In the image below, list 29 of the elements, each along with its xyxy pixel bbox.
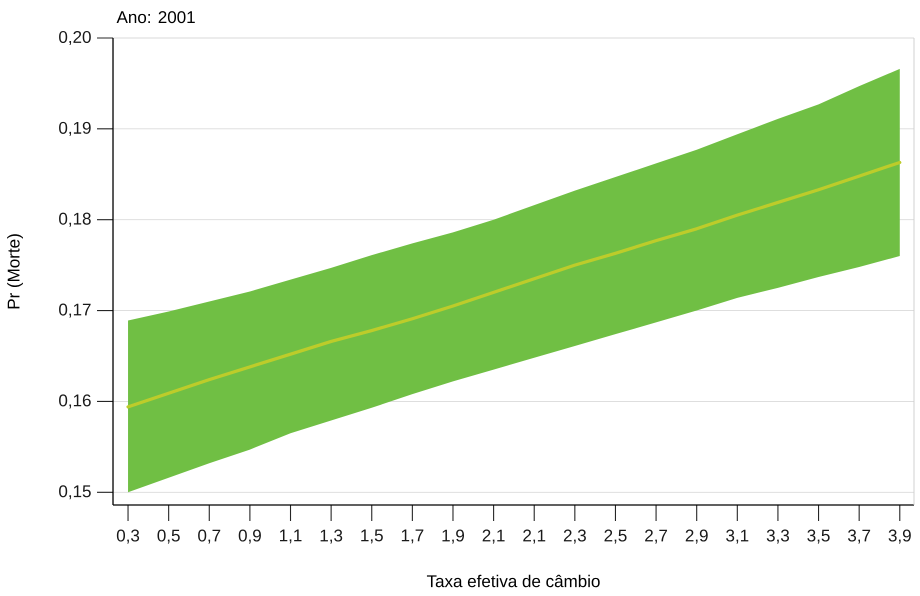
x-tick-label: 3,5 [807, 530, 830, 544]
y-tick-label: 0,20 [59, 30, 91, 46]
x-tick-label: 1,1 [280, 530, 302, 544]
y-tick-label: 0,17 [59, 304, 91, 318]
x-tick-label: 1,3 [320, 530, 342, 544]
x-tick-label: 3,9 [888, 530, 911, 544]
x-tick-label: 0,5 [158, 530, 180, 544]
y-tick-label: 0,18 [59, 212, 91, 227]
x-tick-label: 3,7 [848, 530, 870, 544]
x-tick-label: 2,1 [482, 530, 505, 544]
y-tick-label: 0,15 [59, 485, 91, 500]
y-tick-label: 0,16 [59, 394, 91, 408]
x-tick-label: 2,5 [604, 530, 627, 544]
x-tick-label: 2,3 [564, 530, 586, 544]
x-tick-label: 1,9 [442, 530, 464, 544]
x-tick-label: 0,9 [238, 530, 261, 544]
x-tick-label: 0,7 [198, 530, 220, 544]
x-tick-label: 0,3 [116, 530, 140, 544]
x-tick-label: 2,9 [686, 530, 708, 544]
x-tick-label: 3,3 [766, 530, 789, 544]
x-tick-label: 1,7 [402, 530, 424, 544]
y-tick-label: 0,19 [59, 122, 91, 136]
chart-title: Ano: 2001 [116, 11, 195, 24]
x-tick-label: 2,7 [645, 530, 668, 544]
y-axis-title: Pr (Morte) [7, 234, 23, 308]
x-tick-label: 3,1 [726, 530, 748, 544]
x-axis-title: Taxa efetiva de câmbio [426, 574, 600, 588]
x-tick-label: 1,5 [361, 530, 383, 544]
x-tick-label: 2,1 [523, 530, 546, 544]
